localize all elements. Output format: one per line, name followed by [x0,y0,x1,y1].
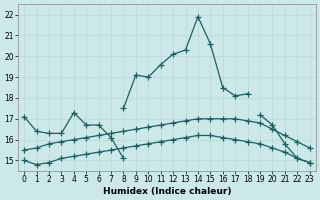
X-axis label: Humidex (Indice chaleur): Humidex (Indice chaleur) [103,187,231,196]
